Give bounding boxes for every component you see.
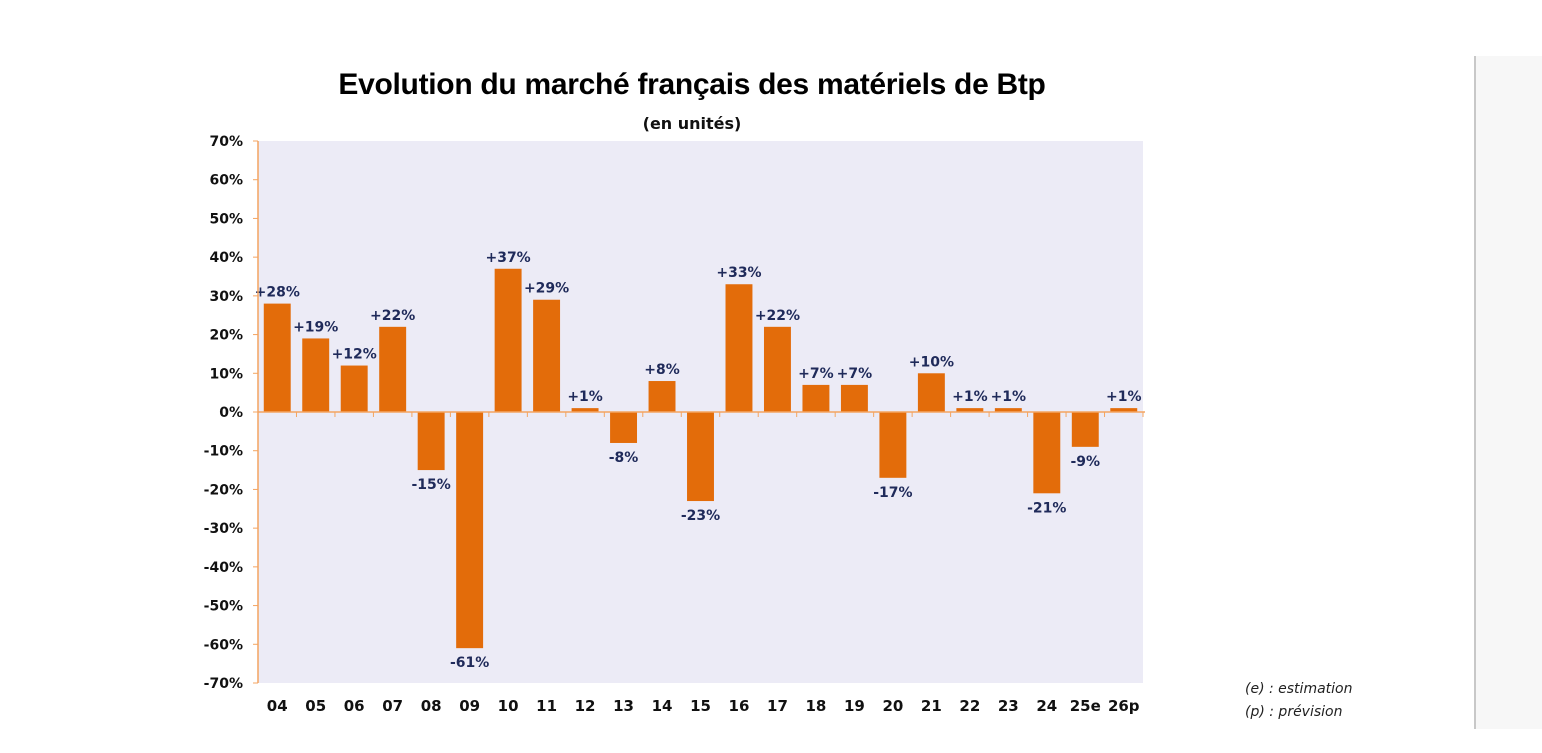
bar [1110,408,1138,412]
data-label: +1% [952,389,988,405]
x-tick-label: 16 [729,697,750,715]
x-tick-label: 09 [459,697,480,715]
bar [917,373,945,412]
data-label: +22% [755,308,800,324]
bar [725,284,753,412]
data-label: +33% [716,265,761,281]
data-label: -21% [1027,500,1066,516]
y-tick-label: 30% [209,289,243,305]
y-tick-label: -40% [204,560,243,576]
y-tick-label: -70% [204,676,243,692]
x-tick-label: 17 [767,697,788,715]
x-tick-label: 13 [613,697,634,715]
x-tick-label: 06 [344,697,365,715]
x-tick-label: 10 [498,697,519,715]
bar [763,326,791,412]
y-tick-label: 50% [209,211,243,227]
data-labels: +28% +19% +12% +22% -15% -61% +37% +29% +1% -8% +8… [255,250,1142,671]
bar [1071,412,1099,447]
y-tick-label: -30% [204,521,243,537]
bar [840,384,868,412]
bar [533,299,561,412]
data-label: -8% [609,450,639,466]
y-tick-label: 40% [209,250,243,266]
data-label: -9% [1070,454,1100,470]
x-tick-label: 14 [652,697,673,715]
y-tick-label: -10% [204,444,243,460]
x-tick-label: 26p [1108,697,1140,715]
bar [417,412,445,471]
x-tick-label: 07 [382,697,403,715]
bar [302,338,330,412]
x-tick-label: 12 [575,697,596,715]
data-label: -17% [873,485,912,501]
data-label: +28% [255,285,300,301]
bar [340,365,368,412]
side-panel [1474,56,1542,729]
x-tick-label: 22 [959,697,980,715]
footnote-prevision: (p) : prévision [1245,704,1343,720]
x-axis-ticks: 04 05 06 07 08 09 10 11 12 13 14 15 16 17 18 19 20 21 22 23… [267,697,1140,715]
y-tick-label: -50% [204,599,243,615]
bar [994,408,1022,412]
x-tick-label: 24 [1036,697,1057,715]
data-label: +10% [909,354,954,370]
data-label: +1% [1106,389,1142,405]
x-tick-label: 21 [921,697,942,715]
data-label: +1% [991,389,1027,405]
x-tick-label: 04 [267,697,288,715]
data-label: +37% [485,250,530,266]
x-tick-label: 18 [805,697,826,715]
data-label: -61% [450,655,489,671]
bar [648,381,676,412]
y-tick-label: -20% [204,482,243,498]
x-tick-label: 19 [844,697,865,715]
bar [879,412,907,478]
data-label: -15% [411,477,450,493]
bar [456,412,484,649]
bar [571,408,599,412]
data-label: +29% [524,281,569,297]
y-axis-ticks: 70% 60% 50% 40% 30% 20% 10% 0% -10% -20% -30% -40% -… [204,134,243,692]
axis-tick-marks [253,140,1144,684]
data-label: +19% [293,319,338,335]
x-tick-label: 25e [1070,697,1101,715]
data-label: +1% [567,389,603,405]
data-label: +7% [798,366,834,382]
x-tick-label: 05 [305,697,326,715]
bars [263,268,1138,649]
bar [494,268,522,412]
data-label: +8% [644,362,680,378]
bar [956,408,984,412]
data-label: +7% [837,366,873,382]
x-tick-label: 23 [998,697,1019,715]
chart-title: Evolution du marché français des matérie… [338,68,1046,101]
bar [610,412,638,443]
data-label: +12% [332,347,377,363]
data-label: +22% [370,308,415,324]
y-tick-label: 10% [209,366,243,382]
x-tick-label: 11 [536,697,557,715]
chart-subtitle: (en unités) [642,114,742,133]
y-tick-label: 0% [219,405,243,421]
x-tick-label: 08 [421,697,442,715]
data-label: -23% [681,508,720,524]
bar [263,303,291,412]
footnote-estimation: (e) : estimation [1245,681,1353,697]
x-tick-label: 20 [882,697,903,715]
bar [1033,412,1061,494]
footnotes: (e) : estimation (p) : prévision [1245,678,1352,724]
bar [379,326,407,412]
y-tick-label: 70% [209,134,243,150]
y-tick-label: 60% [209,173,243,189]
bar [687,412,714,502]
y-tick-label: 20% [209,328,243,344]
bar [802,384,830,412]
y-tick-label: -60% [204,637,243,653]
x-tick-label: 15 [690,697,711,715]
